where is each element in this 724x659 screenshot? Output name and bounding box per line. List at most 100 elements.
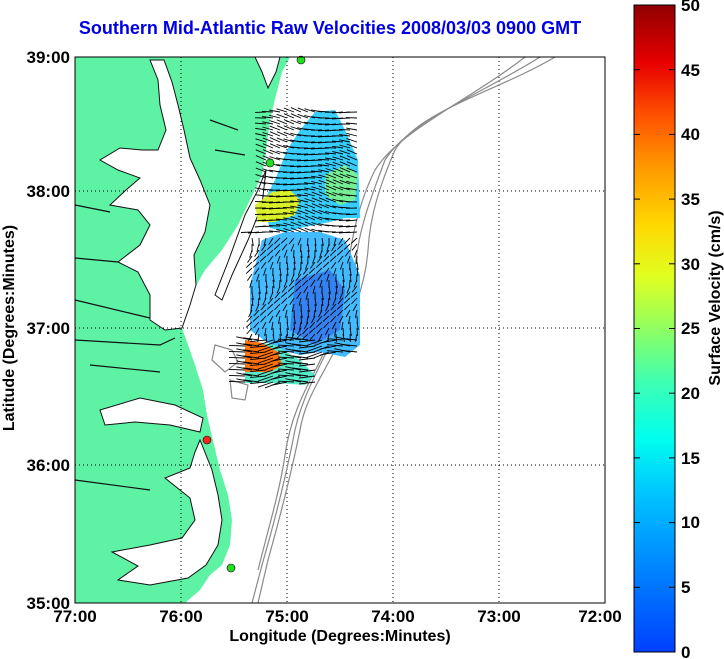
- velocity-arrow: [283, 212, 295, 215]
- velocity-arrow: [284, 309, 288, 318]
- velocity-arrow: [349, 267, 352, 276]
- velocity-arrow: [310, 135, 323, 138]
- velocity-arrow: [290, 132, 302, 137]
- velocity-arrow: [279, 333, 281, 343]
- velocity-arrow: [274, 237, 281, 245]
- velocity-arrow: [356, 321, 359, 330]
- velocity-arrow: [247, 231, 260, 234]
- velocity-arrow: [327, 344, 344, 347]
- velocity-arrow: [256, 243, 260, 252]
- velocity-arrow: [245, 261, 253, 268]
- velocity-arrow: [255, 127, 267, 131]
- velocity-arrow: [255, 173, 267, 179]
- velocity-arrow: [281, 297, 288, 305]
- velocity-arrow: [331, 140, 344, 143]
- velocity-arrow: [269, 109, 281, 113]
- velocity-arrow: [243, 337, 260, 341]
- velocity-arrow: [354, 333, 358, 342]
- velocity-arrow: [257, 339, 274, 346]
- velocity-arrow: [311, 186, 323, 191]
- velocity-arrow: [313, 309, 316, 318]
- velocity-arrow: [243, 373, 260, 377]
- velocity-arrow: [283, 131, 295, 137]
- velocity-arrow: [346, 167, 358, 173]
- velocity-arrow: [343, 243, 351, 250]
- velocity-arrow: [276, 150, 288, 155]
- velocity-arrow: [277, 338, 295, 341]
- velocity-arrow: [321, 291, 324, 300]
- velocity-arrow: [325, 303, 330, 312]
- velocity-arrow: [332, 167, 344, 173]
- velocity-arrow: [338, 128, 351, 131]
- velocity-arrow: [276, 108, 288, 113]
- velocity-arrow: [236, 354, 253, 359]
- velocity-arrow: [252, 315, 260, 322]
- velocity-arrow: [304, 221, 316, 227]
- velocity-arrow: [275, 189, 288, 192]
- velocity-arrow: [255, 161, 267, 167]
- velocity-arrow: [318, 309, 323, 318]
- x-tick-label: 73:00: [477, 607, 520, 626]
- velocity-arrow: [349, 273, 352, 282]
- velocity-arrow: [342, 333, 345, 342]
- velocity-arrow: [352, 303, 358, 312]
- velocity-arrow: [335, 333, 338, 343]
- velocity-arrow: [253, 309, 260, 317]
- velocity-arrow: [321, 297, 324, 307]
- velocity-arrow: [255, 133, 267, 137]
- velocity-arrow: [283, 217, 295, 221]
- velocity-arrow: [275, 183, 288, 186]
- velocity-arrow: [317, 158, 330, 161]
- velocity-arrow: [318, 174, 330, 179]
- plot-frame: [74, 56, 606, 604]
- velocity-arrow: [254, 219, 267, 222]
- velocity-arrow: [269, 149, 281, 155]
- velocity-arrow: [345, 231, 358, 234]
- velocity-arrow: [341, 337, 358, 341]
- colorbar-gradient: [633, 4, 676, 653]
- velocity-arrow: [293, 261, 296, 270]
- velocity-arrow: [318, 164, 330, 167]
- velocity-arrow: [294, 279, 302, 286]
- velocity-arrow: [255, 138, 267, 143]
- velocity-arrow: [277, 374, 295, 377]
- velocity-arrow: [315, 267, 323, 274]
- velocity-arrow: [261, 243, 267, 251]
- velocity-arrow: [329, 249, 337, 256]
- velocity-arrow: [339, 167, 351, 173]
- velocity-arrow: [332, 151, 344, 155]
- velocity-arrow: [332, 156, 344, 161]
- velocity-arrow: [269, 230, 281, 233]
- velocity-arrow: [255, 143, 267, 149]
- velocity-arrow: [297, 199, 309, 203]
- velocity-arrow: [269, 131, 281, 137]
- velocity-arrow: [228, 344, 246, 347]
- velocity-arrow: [325, 210, 337, 215]
- velocity-arrow: [250, 303, 253, 312]
- velocity-arrow: [311, 180, 323, 185]
- velocity-arrow: [318, 216, 330, 221]
- velocity-arrow: [306, 339, 323, 346]
- x-tick-label: 75:00: [265, 607, 308, 626]
- velocity-arrow: [307, 309, 310, 319]
- velocity-arrow: [332, 198, 344, 203]
- velocity-arrow: [339, 149, 351, 155]
- velocity-arrow: [335, 285, 338, 294]
- velocity-arrow: [293, 315, 296, 324]
- velocity-arrow: [277, 368, 295, 371]
- velocity-arrow: [351, 285, 358, 293]
- y-tick-label: 35:00: [27, 594, 70, 613]
- velocity-arrow: [304, 187, 316, 191]
- station-markers: [202, 55, 306, 573]
- velocity-arrow: [236, 336, 253, 341]
- station-north-marker: [296, 55, 306, 65]
- velocity-arrow: [311, 203, 323, 209]
- colorbar-tick-label: 50: [681, 0, 700, 15]
- velocity-arrow: [299, 375, 316, 379]
- velocity-arrow: [299, 381, 316, 385]
- velocity-arrow: [325, 179, 337, 185]
- velocity-arrow: [297, 107, 309, 113]
- velocity-arrow: [283, 279, 288, 288]
- velocity-arrow: [268, 201, 281, 204]
- velocity-arrow: [345, 225, 358, 228]
